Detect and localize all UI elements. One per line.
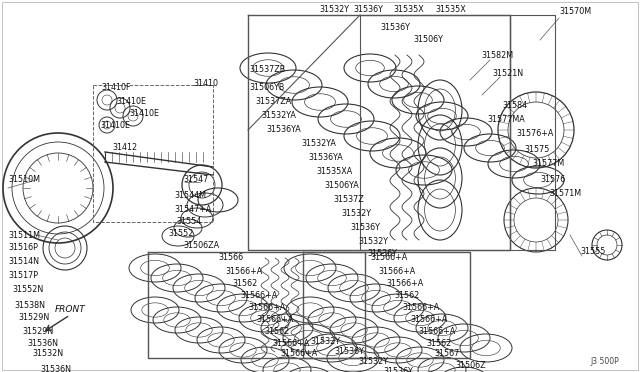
Text: 31412: 31412 [112,144,137,153]
Text: 31575: 31575 [524,144,549,154]
Text: 31506Z: 31506Z [455,362,486,371]
Text: 31566+A: 31566+A [225,266,262,276]
Text: 31410E: 31410E [129,109,159,118]
Text: 31571M: 31571M [549,189,581,199]
Text: 31536Y: 31536Y [350,224,380,232]
Text: 31562: 31562 [264,327,289,337]
Text: 31532YA: 31532YA [301,140,336,148]
Text: 31410: 31410 [193,80,218,89]
Text: 31582M: 31582M [481,51,513,61]
Text: 31410F: 31410F [101,83,131,93]
Text: 31577M: 31577M [532,160,564,169]
Text: 31536N: 31536N [27,339,58,347]
Text: 31532Y: 31532Y [358,237,388,246]
Text: 31516P: 31516P [8,244,38,253]
Text: 31566+A: 31566+A [386,279,423,289]
Text: 31584: 31584 [502,100,527,109]
Text: 31506Y: 31506Y [413,35,443,45]
Text: 31577MA: 31577MA [487,115,525,125]
Text: 31547: 31547 [183,176,208,185]
Text: 31535X: 31535X [393,6,424,15]
Text: 31532N: 31532N [32,350,63,359]
Text: 31536Y: 31536Y [353,6,383,15]
Text: 31536Y: 31536Y [383,368,413,372]
Text: 31506ZA: 31506ZA [183,241,219,250]
Text: 31506YA: 31506YA [324,182,359,190]
Text: 31538N: 31538N [14,301,45,310]
Text: 31566+A: 31566+A [410,315,447,324]
Text: 31537ZA: 31537ZA [255,97,291,106]
Text: 31562: 31562 [426,339,451,347]
Text: 31566: 31566 [218,253,243,263]
Text: 31552N: 31552N [12,285,44,295]
Text: 31566+A: 31566+A [280,350,317,359]
Text: 31532Y: 31532Y [319,6,349,15]
Text: 31537ZB: 31537ZB [249,64,285,74]
Text: 31514N: 31514N [8,257,39,266]
Text: 31510M: 31510M [8,176,40,185]
Text: 31537Z: 31537Z [333,196,364,205]
Text: 31562: 31562 [232,279,257,289]
Text: 31532Y: 31532Y [358,357,388,366]
Text: 31517P: 31517P [8,270,38,279]
Text: 31410E: 31410E [116,96,146,106]
Text: 31566+A: 31566+A [418,327,455,337]
Text: 31576+A: 31576+A [516,128,554,138]
Text: 31554: 31554 [176,218,201,227]
Text: 31535XA: 31535XA [316,167,352,176]
Text: 31529N: 31529N [18,314,49,323]
Text: 31547+A: 31547+A [174,205,211,215]
Text: 31536Y: 31536Y [380,22,410,32]
Text: 31566+A: 31566+A [248,304,285,312]
Text: 31536Y: 31536Y [367,250,397,259]
Text: 31532YA: 31532YA [261,112,296,121]
Text: 31521N: 31521N [492,68,523,77]
Text: 31535X: 31535X [435,6,466,15]
Text: FRONT: FRONT [55,305,86,314]
Text: 31567: 31567 [434,350,460,359]
Text: 31532Y: 31532Y [341,209,371,218]
Text: 31506YB: 31506YB [249,83,284,92]
Text: 31536Y: 31536Y [334,347,364,356]
Text: 31555: 31555 [580,247,605,257]
Text: 31562: 31562 [394,292,419,301]
Text: 31532Y: 31532Y [310,337,340,346]
Text: J3 500P: J3 500P [590,357,619,366]
Text: 31566+A: 31566+A [272,339,309,347]
Text: 31570M: 31570M [559,7,591,16]
Text: 31566+A: 31566+A [402,304,439,312]
Text: 31566+A: 31566+A [378,266,415,276]
Text: 31566+A: 31566+A [370,253,407,263]
Text: 31544M: 31544M [174,192,206,201]
Text: 31511M: 31511M [8,231,40,240]
Text: 31552: 31552 [168,230,193,238]
Text: 31536YA: 31536YA [308,154,343,163]
Text: 31566+A: 31566+A [256,315,293,324]
Text: 31576: 31576 [540,174,565,183]
Text: 31529N: 31529N [22,327,53,336]
Text: 31536YA: 31536YA [266,125,301,135]
Text: 31566+A: 31566+A [240,292,277,301]
Text: 31410E: 31410E [100,122,130,131]
Text: 31536N: 31536N [40,365,71,372]
